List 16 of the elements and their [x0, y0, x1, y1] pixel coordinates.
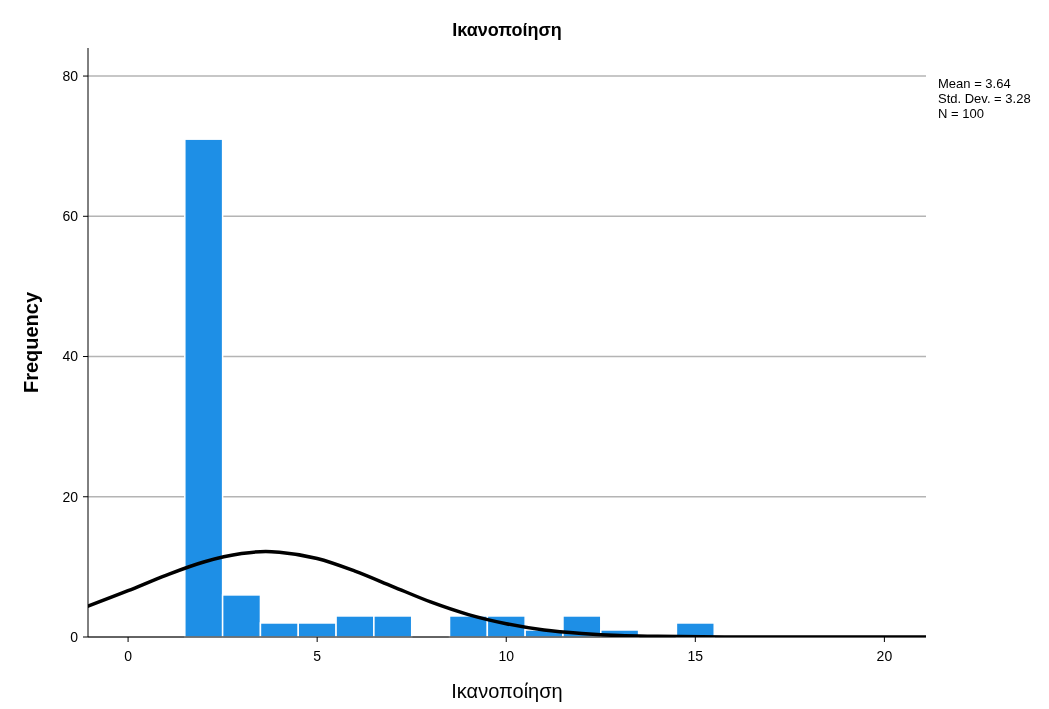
- y-tick-label: 60: [62, 208, 79, 225]
- x-tick-label: 10: [498, 648, 515, 664]
- y-tick-label: 20: [62, 488, 79, 505]
- text: Mean = 3.64: [938, 76, 1011, 91]
- text: N = 100: [938, 106, 984, 121]
- y-tick-label: 80: [62, 67, 79, 84]
- x-axis-title: Ικανοποίηση: [451, 680, 563, 702]
- x-tick-label: 5: [313, 648, 322, 664]
- x-tick-label: 15: [687, 648, 704, 664]
- y-axis-title: Frequency: [20, 291, 42, 394]
- x-tick-label: 20: [876, 648, 893, 664]
- text: Std. Dev. = 3.28: [938, 91, 1031, 106]
- y-tick-label: 40: [62, 348, 79, 365]
- chart-title: Ικανοποίηση: [452, 20, 562, 40]
- x-tick-label: 0: [124, 648, 133, 664]
- y-tick-label: 0: [70, 628, 79, 645]
